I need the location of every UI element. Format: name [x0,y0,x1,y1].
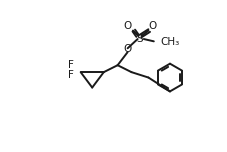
Text: O: O [148,21,156,31]
Text: F: F [67,70,73,80]
Text: S: S [136,34,143,44]
Text: O: O [123,21,131,31]
Text: O: O [123,44,131,54]
Text: CH₃: CH₃ [159,37,178,47]
Text: F: F [67,60,73,70]
